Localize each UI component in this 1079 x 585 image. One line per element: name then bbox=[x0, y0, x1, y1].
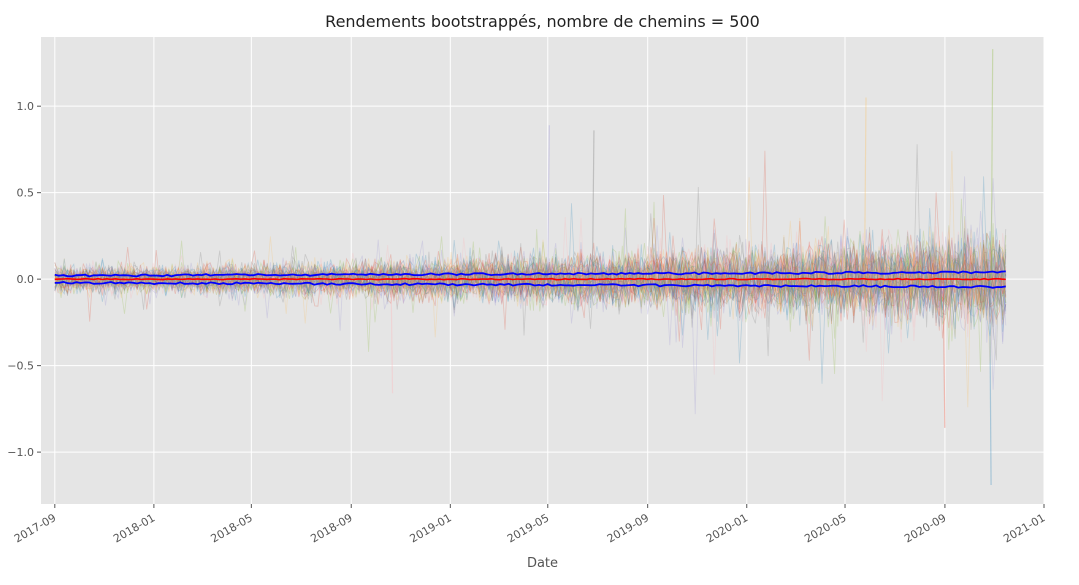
spike-mark bbox=[390, 279, 394, 394]
x-tick-label: 2021-01 bbox=[1001, 511, 1047, 545]
x-tick-label: 2020-05 bbox=[802, 511, 848, 545]
bootstrap-path bbox=[54, 232, 1006, 338]
y-tick-label: −0.5 bbox=[7, 360, 34, 373]
bootstrap-path bbox=[54, 210, 1007, 390]
x-tick-label: 2019-05 bbox=[505, 511, 551, 545]
y-tick-label: 1.0 bbox=[17, 100, 35, 113]
band-lines bbox=[54, 270, 1006, 289]
bootstrap-path bbox=[54, 244, 1007, 328]
lower-band-line bbox=[54, 280, 1006, 289]
x-tick-label: 2019-01 bbox=[408, 511, 454, 545]
x-tick-label: 2018-05 bbox=[209, 511, 255, 545]
spike-mark bbox=[988, 279, 992, 485]
bootstrap-path bbox=[54, 229, 1007, 317]
bootstrap-path bbox=[54, 230, 1007, 328]
bootstrap-path bbox=[54, 176, 1007, 324]
x-tick-label: 2020-01 bbox=[704, 511, 750, 545]
bootstrap-path bbox=[54, 208, 1007, 339]
x-tick-label: 2018-09 bbox=[308, 511, 354, 545]
y-tick-label: 0.5 bbox=[17, 187, 35, 200]
y-tick-label: −1.0 bbox=[7, 446, 34, 459]
spike-mark bbox=[990, 49, 994, 280]
bootstrap-path bbox=[54, 224, 1007, 334]
bootstrap-path bbox=[54, 237, 1007, 342]
bootstrap-path bbox=[54, 216, 1007, 372]
bootstrap-path bbox=[54, 177, 1007, 327]
spike-mark bbox=[547, 125, 550, 280]
spike-mark bbox=[863, 97, 867, 280]
bootstrap-path bbox=[54, 240, 1007, 361]
bootstrap-path bbox=[54, 240, 1007, 357]
upper-band-line bbox=[54, 270, 1006, 278]
x-tick-label: 2018-01 bbox=[111, 511, 157, 545]
y-tick-label: 0.0 bbox=[17, 273, 35, 286]
x-tick-label: 2019-09 bbox=[605, 511, 651, 545]
bootstrap-path bbox=[54, 243, 1007, 336]
bootstrap-path bbox=[54, 201, 1007, 352]
bootstrap-path bbox=[54, 231, 1007, 375]
chart-title: Rendements bootstrappés, nombre de chemi… bbox=[325, 12, 760, 31]
bootstrap-path bbox=[54, 236, 1007, 338]
bootstrap-path bbox=[54, 236, 1007, 415]
x-tick-label: 2017-09 bbox=[12, 511, 58, 545]
bootstrap-path bbox=[54, 217, 1007, 328]
x-tick-label: 2020-09 bbox=[902, 511, 948, 545]
bootstrap-path bbox=[54, 216, 1007, 342]
bootstrap-path bbox=[54, 229, 1007, 361]
bootstrap-path bbox=[54, 216, 1007, 324]
x-axis-label: Date bbox=[527, 556, 558, 571]
spike-mark bbox=[591, 130, 595, 280]
bootstrap-path bbox=[54, 226, 1007, 316]
plot-area bbox=[41, 37, 1044, 504]
center-line bbox=[54, 277, 1006, 281]
bootstrap-path bbox=[54, 227, 1007, 332]
bootstrap-path bbox=[54, 228, 1007, 327]
bootstrap-path bbox=[54, 218, 1007, 330]
spike-mark bbox=[942, 279, 946, 428]
